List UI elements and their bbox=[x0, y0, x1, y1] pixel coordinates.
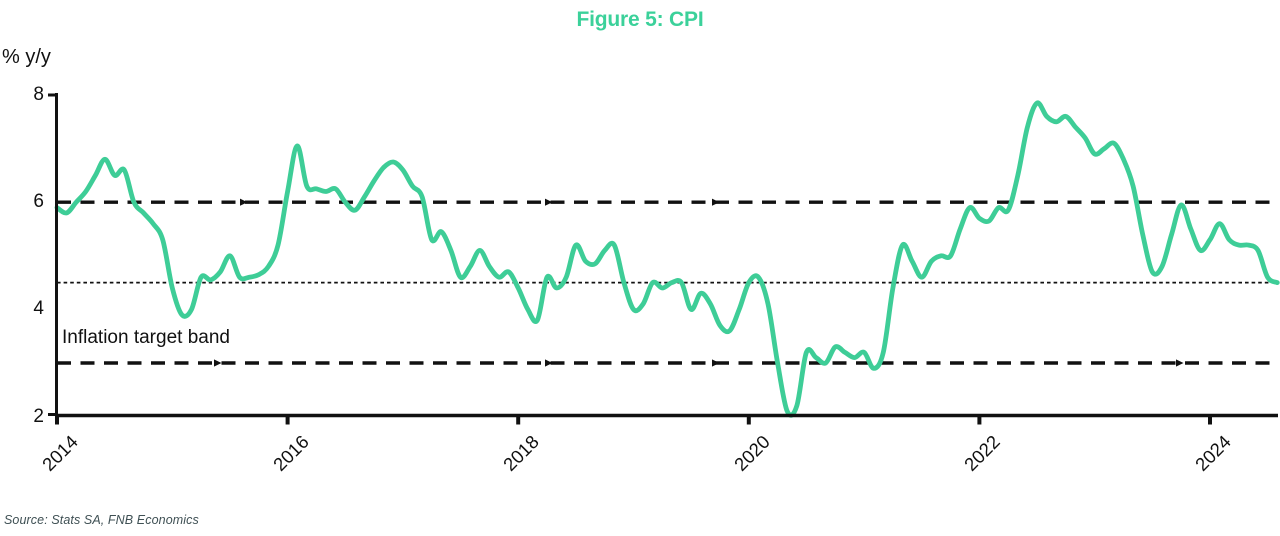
chart-title: Figure 5: CPI bbox=[576, 8, 704, 31]
y-tick-label-4: 4 bbox=[33, 298, 44, 320]
source-note: Source: Stats SA, FNB Economics bbox=[4, 513, 199, 527]
y-axis-unit-label: % y/y bbox=[2, 46, 51, 68]
dash-arrowhead bbox=[545, 359, 553, 367]
dash-arrowhead bbox=[214, 359, 222, 367]
dash-arrowhead bbox=[545, 198, 553, 206]
y-tick-label-8: 8 bbox=[33, 84, 44, 105]
x-axis-ticks bbox=[55, 417, 1212, 425]
y-axis-ticks bbox=[48, 93, 56, 416]
y-tick-label-2: 2 bbox=[33, 405, 44, 427]
inflation-target-band-label: Inflation target band bbox=[62, 327, 230, 348]
dash-arrowhead bbox=[1176, 359, 1184, 367]
dash-arrowhead bbox=[712, 198, 720, 206]
dash-arrow-marks bbox=[214, 198, 1184, 367]
target-band-lines bbox=[57, 200, 1274, 365]
cpi-line-series bbox=[54, 100, 1280, 418]
dash-arrowhead bbox=[240, 198, 248, 206]
dash-arrowhead bbox=[712, 359, 720, 367]
y-tick-label-6: 6 bbox=[33, 191, 44, 213]
